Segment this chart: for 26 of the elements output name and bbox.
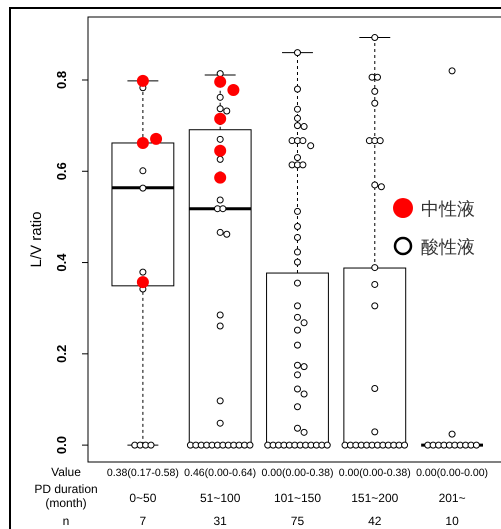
- text: n: [62, 514, 70, 528]
- y-axis-title: L/V ratio: [28, 212, 45, 268]
- text: 10: [445, 514, 460, 528]
- text: 0.46(0.00-0.64): [184, 467, 256, 479]
- text: 0.00(0.00-0.38): [261, 467, 334, 479]
- text: 0.00(0.00-0.38): [338, 467, 411, 479]
- x-tick-label: 51~100: [200, 491, 241, 505]
- x-tick-label: 0~50: [129, 491, 157, 505]
- text: 42: [368, 514, 382, 528]
- x-tick-label: 151~200: [351, 491, 399, 505]
- x-tick-label: 201~: [438, 491, 466, 505]
- x-tick-label: 101~150: [274, 491, 322, 505]
- y-tick-label: 0.8: [54, 70, 69, 90]
- y-tick-label: 0.6: [54, 162, 69, 180]
- text: 75: [290, 514, 304, 528]
- y-tick-label: 0.0: [54, 436, 69, 454]
- y-tick-label: 0.2: [54, 344, 69, 363]
- text: 0.00(0.00-0.00): [416, 467, 488, 479]
- legend-label: 酸性液: [421, 237, 475, 257]
- text: 7: [140, 514, 147, 528]
- y-tick-label: 0.4: [54, 252, 69, 272]
- text: 0.38(0.17-0.58): [106, 467, 179, 479]
- legend-label: 中性液: [421, 199, 475, 219]
- text: Value: [51, 465, 82, 479]
- text: PD duration (month): [34, 482, 98, 510]
- text: 31: [214, 514, 228, 528]
